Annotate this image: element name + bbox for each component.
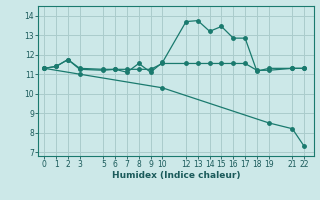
X-axis label: Humidex (Indice chaleur): Humidex (Indice chaleur) xyxy=(112,171,240,180)
